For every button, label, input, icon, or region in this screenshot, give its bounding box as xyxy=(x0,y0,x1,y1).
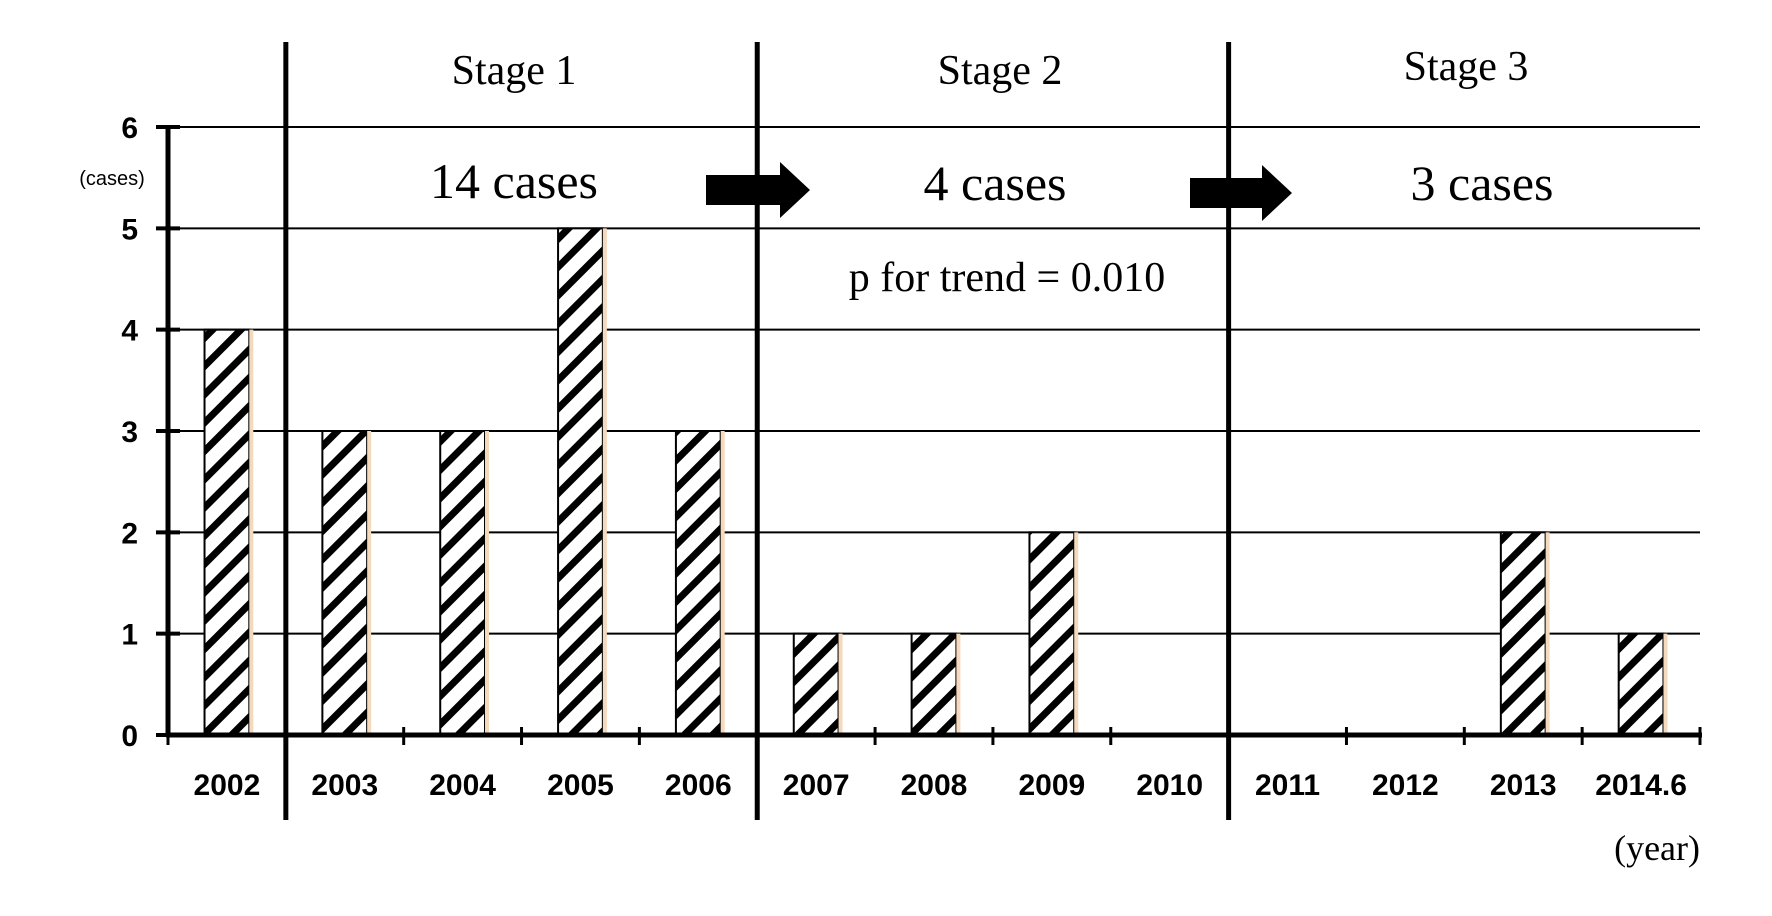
bar-2009 xyxy=(1028,531,1076,736)
bar-2014.6 xyxy=(1617,632,1665,737)
bar-2004 xyxy=(439,430,487,736)
stage-dividers xyxy=(283,42,1232,820)
x-axis-unit-label: (year) xyxy=(1614,828,1700,868)
axes: 0 1 2 3 4 5 6 2002 2003 2004 2005 2006 2007 2008 2009 2… xyxy=(121,112,1702,802)
stage-1-count: 14 cases xyxy=(430,153,598,209)
x-tick-label-2010: 2010 xyxy=(1136,769,1203,802)
labels: (cases) (year) Stage 1 Stage 2 Stage 3 1… xyxy=(79,44,1700,868)
gridlines xyxy=(168,126,1700,635)
x-tick-label-2003: 2003 xyxy=(311,769,378,802)
x-tick-label-2005: 2005 xyxy=(547,769,614,802)
x-tick-label-2004: 2004 xyxy=(429,769,496,802)
x-tick-label-2007: 2007 xyxy=(783,769,850,802)
bars xyxy=(203,227,1668,737)
bar-2007 xyxy=(792,632,840,737)
stage-1-to-2-arrow xyxy=(706,162,810,218)
stage-2-count-bg xyxy=(905,150,1085,222)
stage-1-title: Stage 1 xyxy=(452,48,577,94)
y-tick-label-3: 3 xyxy=(121,416,138,449)
bar-2006 xyxy=(674,430,722,736)
x-tick-label-2013: 2013 xyxy=(1490,769,1557,802)
x-tick-label-2006: 2006 xyxy=(665,769,732,802)
stage-3-count: 3 cases xyxy=(1411,155,1554,211)
x-tick-label-2011: 2011 xyxy=(1255,769,1320,802)
stage-2-count: 4 cases xyxy=(924,155,1067,211)
trend-annotation: p for trend = 0.010 xyxy=(849,255,1165,301)
x-tick-label-2009: 2009 xyxy=(1018,769,1085,802)
bar-2013 xyxy=(1499,531,1547,736)
stage-2-to-3-arrow xyxy=(1190,165,1292,221)
x-tick-label-2014.6: 2014.6 xyxy=(1595,769,1687,802)
stage-3-title: Stage 3 xyxy=(1404,44,1529,90)
y-tick-label-6: 6 xyxy=(121,112,138,145)
y-tick-label-0: 0 xyxy=(121,720,138,753)
bar-2003 xyxy=(321,430,369,736)
bar-2005 xyxy=(557,227,604,736)
stage-1-count-bg xyxy=(408,150,620,222)
stage-2-title: Stage 2 xyxy=(938,48,1063,94)
trend-annotation-bg xyxy=(815,250,1195,308)
x-tick-label-2012: 2012 xyxy=(1372,769,1439,802)
y-tick-label-1: 1 xyxy=(121,619,138,652)
y-tick-label-2: 2 xyxy=(121,517,138,550)
stage-3-count-bg xyxy=(1390,150,1570,222)
y-tick-label-4: 4 xyxy=(121,315,138,348)
x-tick-label-2008: 2008 xyxy=(901,769,968,802)
bar-2008 xyxy=(910,632,958,737)
y-tick-label-5: 5 xyxy=(121,213,138,246)
x-tick-label-2002: 2002 xyxy=(194,769,261,802)
y-axis-unit-label: (cases) xyxy=(79,168,145,190)
bar-2002 xyxy=(203,328,251,736)
